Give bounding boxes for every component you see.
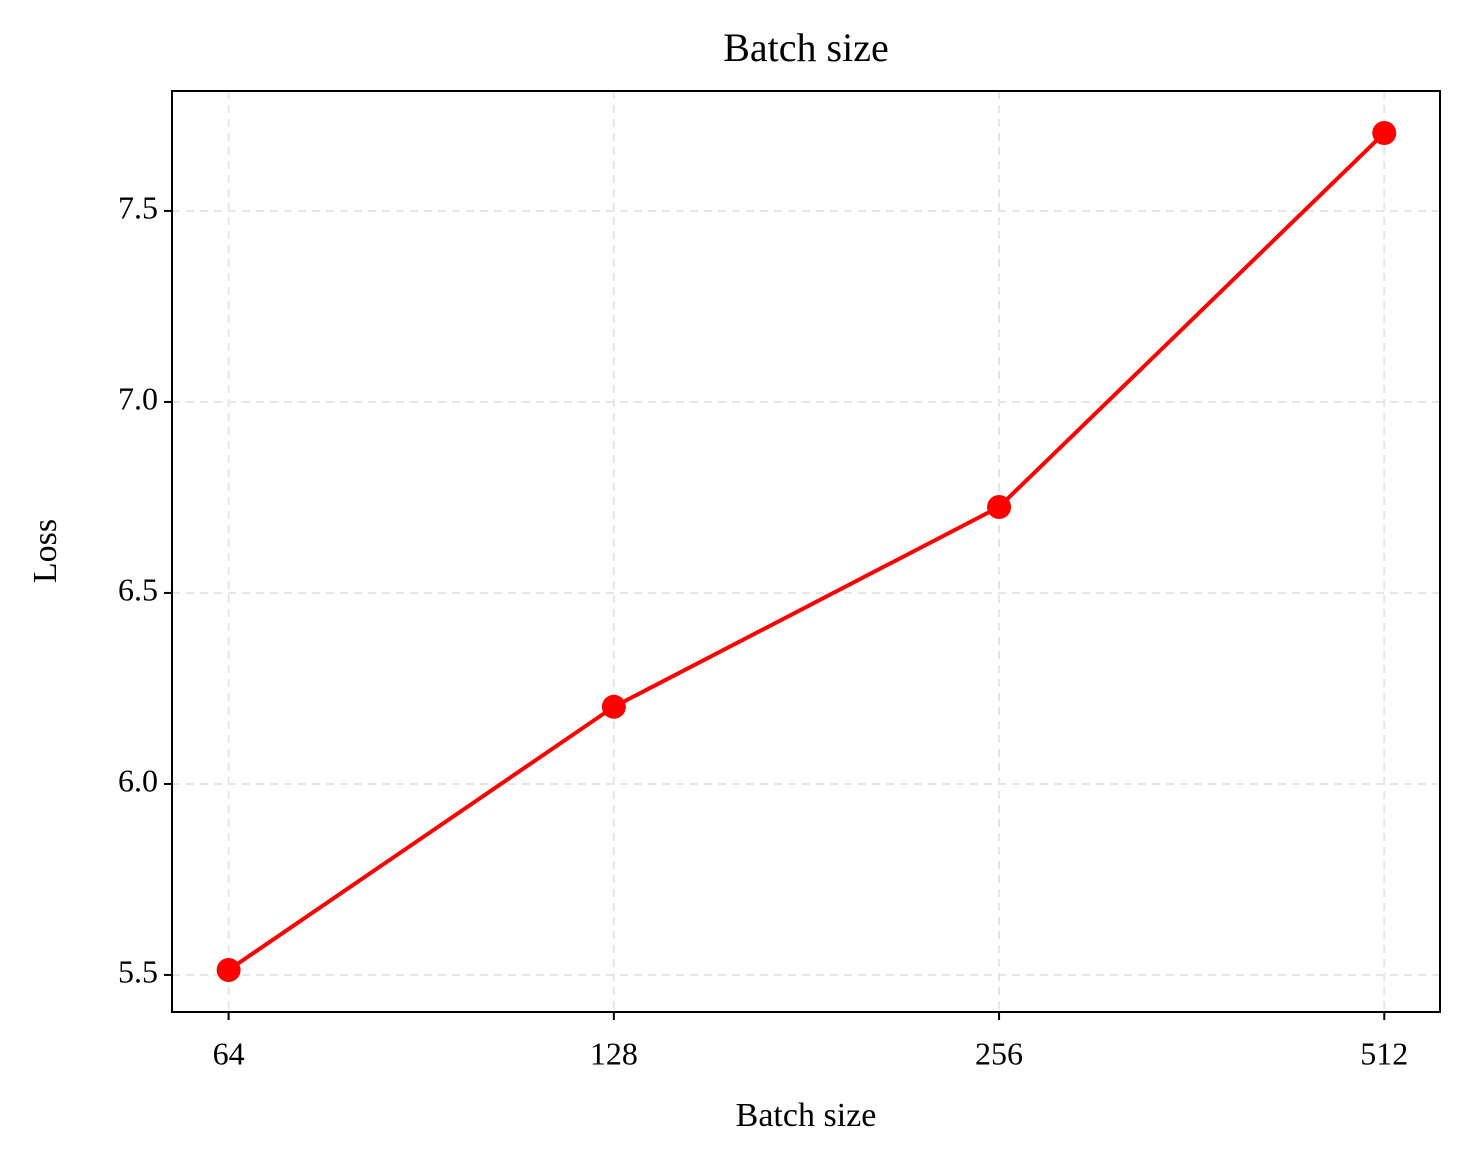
point [987, 494, 1012, 519]
plot-frame [171, 90, 1441, 1013]
point [601, 694, 626, 719]
x-tick-label: 128 [590, 1035, 638, 1071]
x-tick-label: 256 [975, 1035, 1023, 1071]
y-tick-label: 7.5 [118, 189, 158, 225]
chart-title: Batch size [723, 25, 889, 70]
x-tick-label: 64 [213, 1035, 245, 1071]
y-tick-label: 7.0 [118, 380, 158, 416]
x-axis-label: Batch size [736, 1097, 877, 1134]
point [216, 957, 241, 982]
y-tick-label: 6.0 [118, 762, 158, 798]
point [1372, 121, 1397, 146]
y-axis-label: Loss [27, 519, 64, 583]
y-tick-label: 5.5 [118, 953, 158, 989]
line [227, 131, 1386, 972]
x-tick-label: 512 [1360, 1035, 1408, 1071]
y-tick-label: 6.5 [118, 571, 158, 607]
